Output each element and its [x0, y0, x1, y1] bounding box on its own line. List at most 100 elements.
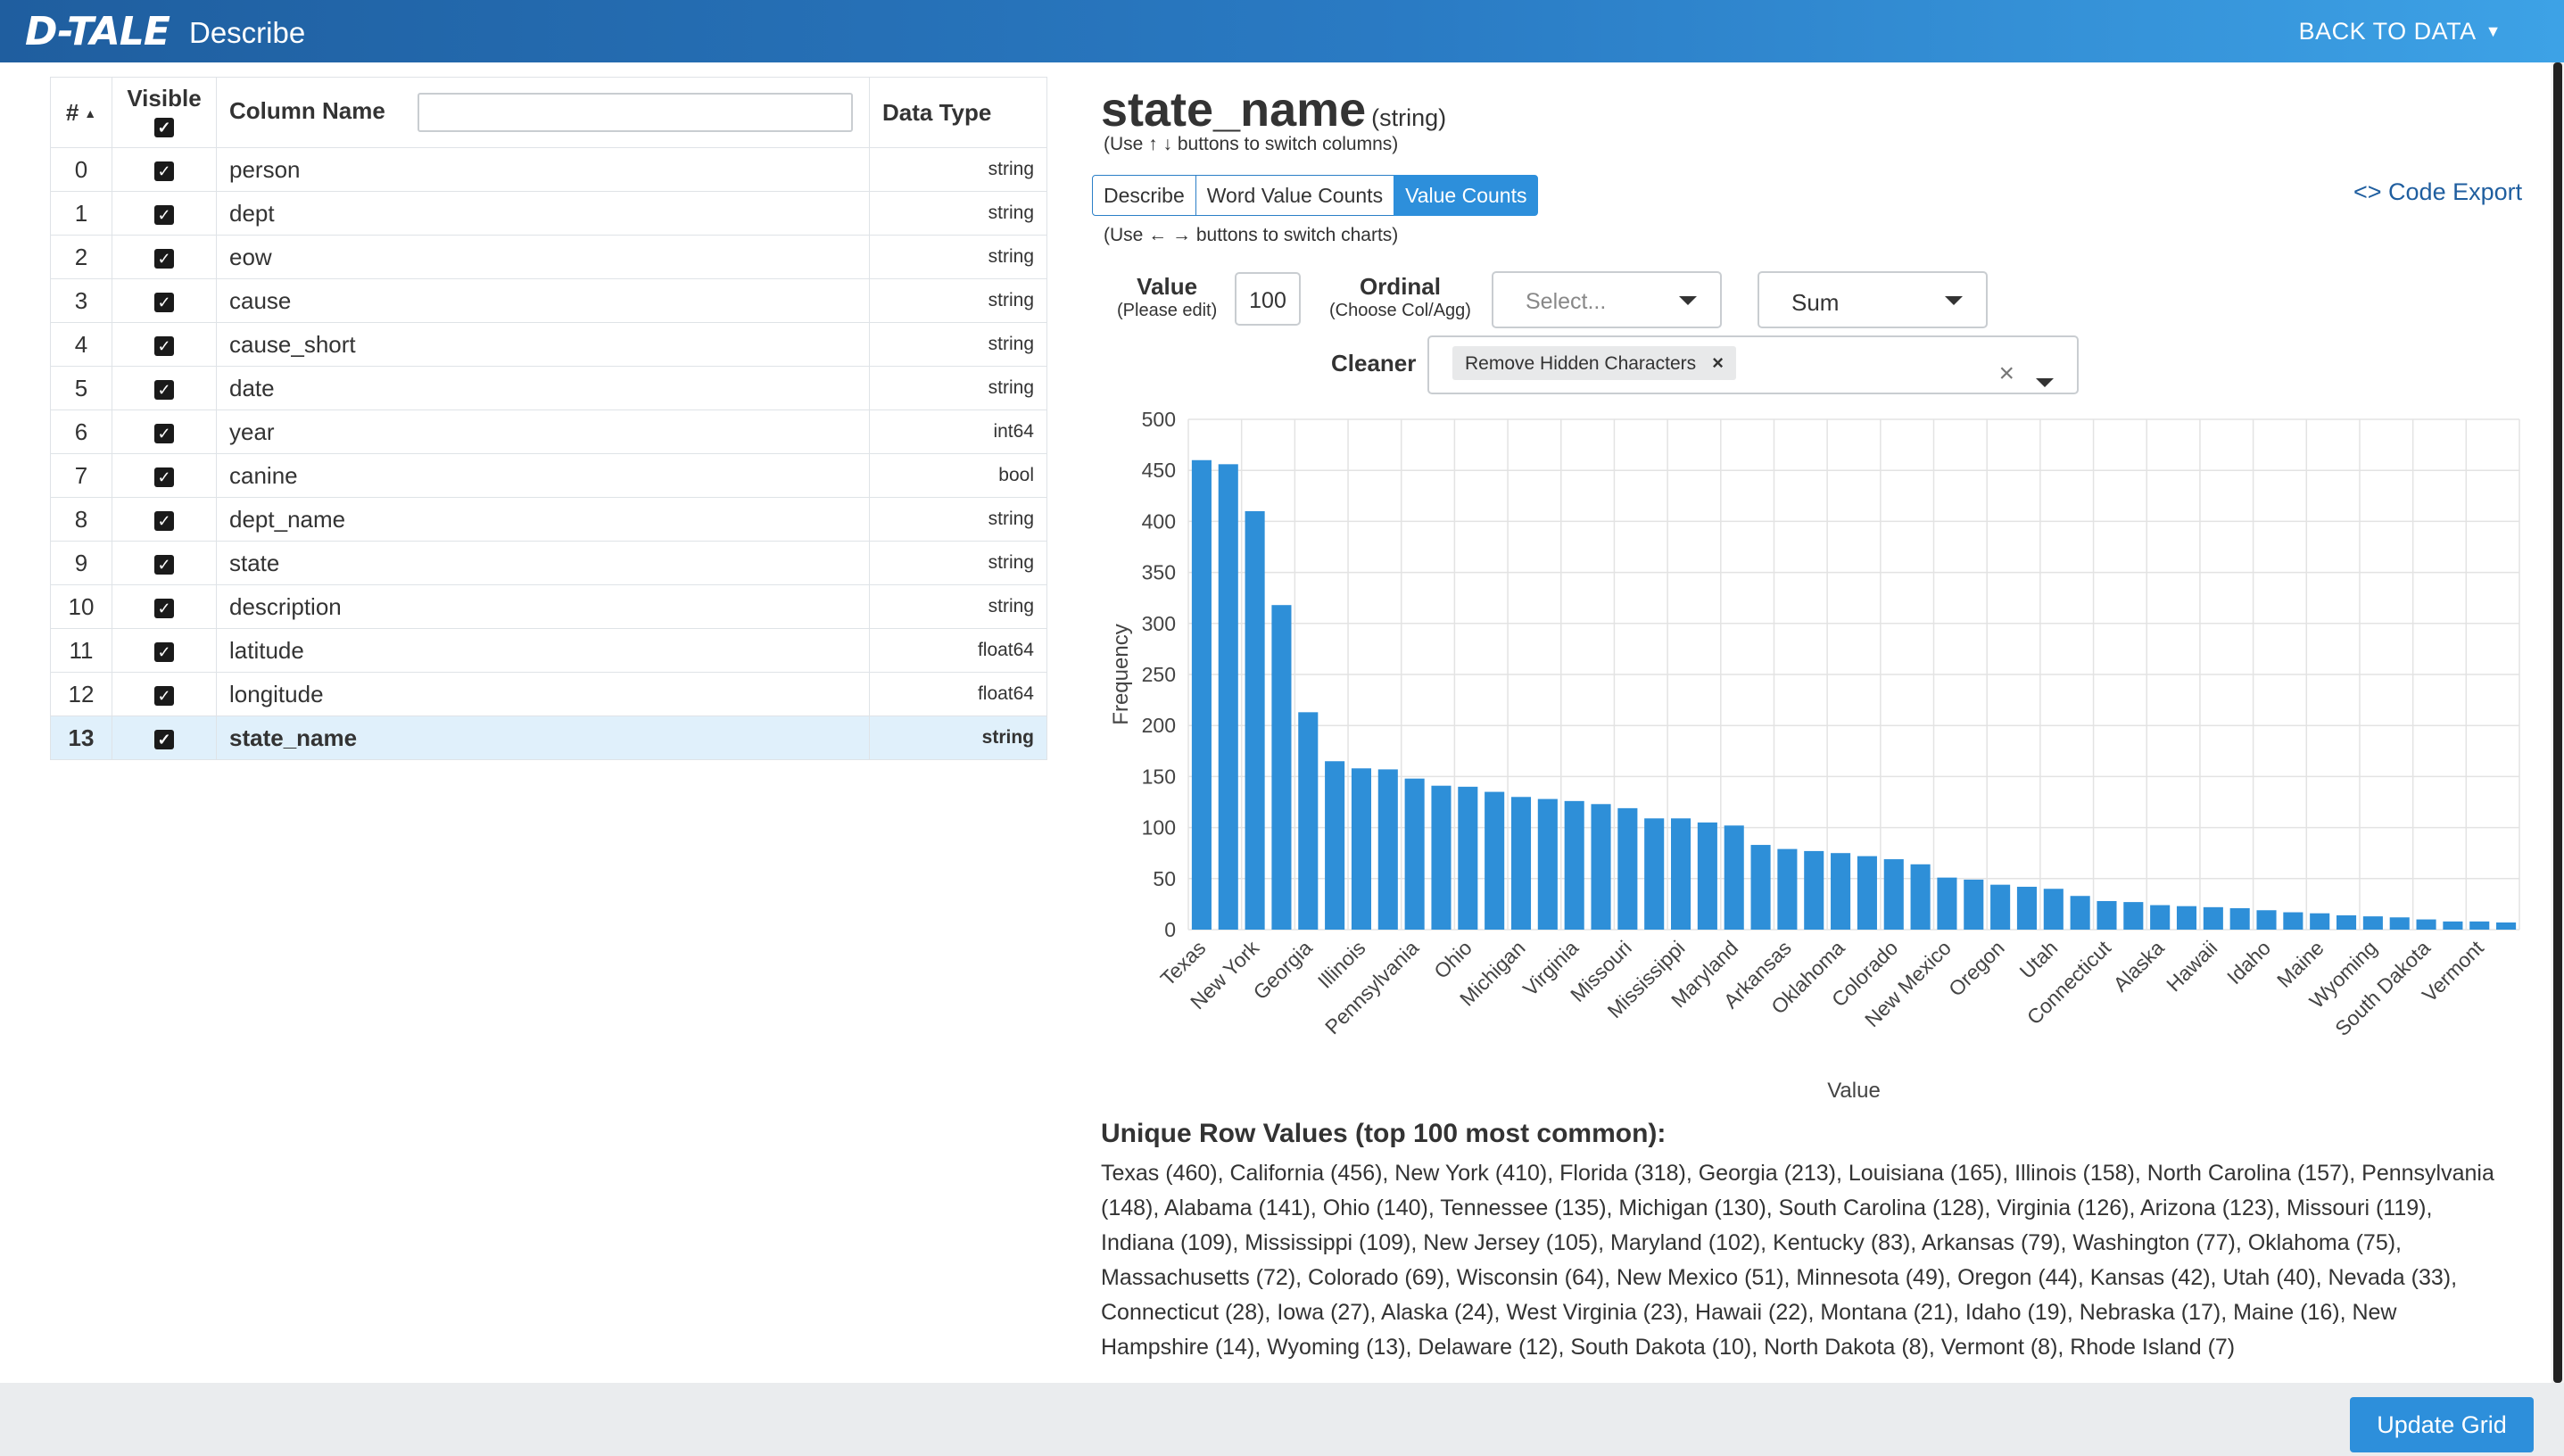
column-name-cell: dept_name — [216, 497, 870, 542]
visible-checkbox[interactable] — [154, 335, 174, 356]
columns-table: #▲ Visible Column Name Data Type 0person… — [50, 77, 1047, 760]
bar-mississippi — [1670, 818, 1691, 930]
bar-maine — [2310, 913, 2330, 930]
aggregation-select[interactable]: Sum — [1758, 271, 1988, 328]
cleaner-multiselect[interactable]: Remove Hidden Characters × × — [1427, 335, 2079, 394]
remove-chip-icon[interactable]: × — [1712, 352, 1724, 374]
bar-north-carolina — [1377, 769, 1398, 930]
x-tick-label: Oregon — [1944, 936, 2009, 1001]
column-name-header-label: Column Name — [229, 96, 385, 124]
ordinal-column-select[interactable]: Select... — [1492, 271, 1722, 328]
caret-down-icon: ▼ — [2485, 22, 2502, 40]
visible-checkbox[interactable] — [154, 161, 174, 181]
chart-switch-hint: (Use ← → buttons to switch charts) — [1104, 225, 1399, 245]
chevron-down-icon — [1679, 296, 1697, 305]
ordinal-sublabel: (Choose Col/Agg) — [1329, 301, 1471, 320]
visible-checkbox[interactable] — [154, 423, 174, 443]
dtale-logo: D-TALE — [25, 9, 170, 54]
visible-cell — [112, 716, 217, 760]
code-export-link[interactable]: <> Code Export — [2353, 178, 2523, 205]
index-header[interactable]: # ▲ — [50, 77, 112, 148]
back-to-data-button[interactable]: BACK TO DATA ▼ — [2299, 18, 2502, 46]
data-type-cell: string — [869, 541, 1047, 585]
bar-kansas — [2016, 886, 2038, 930]
visible-checkbox[interactable] — [154, 379, 174, 400]
visible-cell — [112, 672, 217, 716]
visible-cell — [112, 278, 217, 323]
visible-checkbox[interactable] — [154, 598, 174, 618]
clear-icon[interactable]: × — [1998, 359, 2014, 388]
bar-georgia — [1298, 712, 1319, 930]
y-tick-label: 0 — [1164, 918, 1176, 941]
update-grid-button[interactable]: Update Grid — [2350, 1397, 2534, 1452]
row-index: 10 — [50, 584, 112, 629]
bar-iowa — [2123, 902, 2144, 930]
visible-checkbox[interactable] — [154, 204, 174, 225]
column-name-cell: latitude — [216, 628, 870, 673]
bar-utah — [2043, 889, 2064, 930]
tab-word-value-counts[interactable]: Word Value Counts — [1195, 175, 1395, 216]
row-index: 3 — [50, 278, 112, 323]
visible-checkbox[interactable] — [154, 729, 174, 749]
visible-cell — [112, 191, 217, 236]
chevron-down-icon[interactable] — [2036, 378, 2054, 387]
value-count-input[interactable]: 100 — [1235, 272, 1301, 326]
data-type-cell: string — [869, 497, 1047, 542]
index-header-label: # — [65, 98, 79, 126]
bar-illinois — [1351, 768, 1372, 930]
bar-new-york — [1245, 510, 1265, 930]
row-index: 4 — [50, 322, 112, 367]
bar-south-carolina — [1537, 798, 1558, 930]
select-all-checkbox[interactable] — [154, 118, 174, 138]
visible-checkbox[interactable] — [154, 248, 174, 269]
unique-values-title: Unique Row Values (top 100 most common): — [1101, 1119, 1667, 1148]
back-to-data-label: BACK TO DATA — [2298, 18, 2477, 45]
row-index: 8 — [50, 497, 112, 542]
column-filter-input[interactable] — [417, 93, 853, 132]
visible-checkbox[interactable] — [154, 685, 174, 706]
visible-checkbox[interactable] — [154, 467, 174, 487]
x-axis-label: Value — [1827, 1079, 1881, 1103]
data-type-cell: string — [869, 322, 1047, 367]
bar-massachusetts — [1857, 856, 1877, 930]
y-axis-label: Frequency — [1109, 624, 1133, 724]
row-index: 6 — [50, 410, 112, 454]
top-nav-bar: D-TALE Describe BACK TO DATA ▼ — [0, 0, 2564, 62]
visible-cell — [112, 235, 217, 279]
visible-checkbox[interactable] — [154, 641, 174, 662]
bar-oregon — [1990, 884, 2011, 930]
visible-checkbox[interactable] — [154, 292, 174, 312]
data-type-cell: bool — [869, 453, 1047, 498]
bar-minnesota — [1964, 879, 1984, 930]
data-type-cell: string — [869, 147, 1047, 192]
y-tick-label: 400 — [1142, 509, 1176, 533]
visible-checkbox[interactable] — [154, 554, 174, 575]
data-type-cell: string — [869, 716, 1047, 760]
bar-pennsylvania — [1404, 778, 1425, 930]
tab-value-counts[interactable]: Value Counts — [1394, 175, 1539, 216]
visible-checkbox[interactable] — [154, 510, 174, 531]
row-index: 5 — [50, 366, 112, 410]
column-name-cell: state_name — [216, 716, 870, 760]
tab-describe[interactable]: Describe — [1092, 175, 1196, 216]
row-index: 7 — [50, 453, 112, 498]
y-tick-label: 200 — [1142, 714, 1176, 737]
data-type-cell: string — [869, 366, 1047, 410]
visible-cell — [112, 497, 217, 542]
bar-louisiana — [1325, 761, 1345, 930]
scrollbar-thumb[interactable] — [2553, 62, 2562, 1383]
